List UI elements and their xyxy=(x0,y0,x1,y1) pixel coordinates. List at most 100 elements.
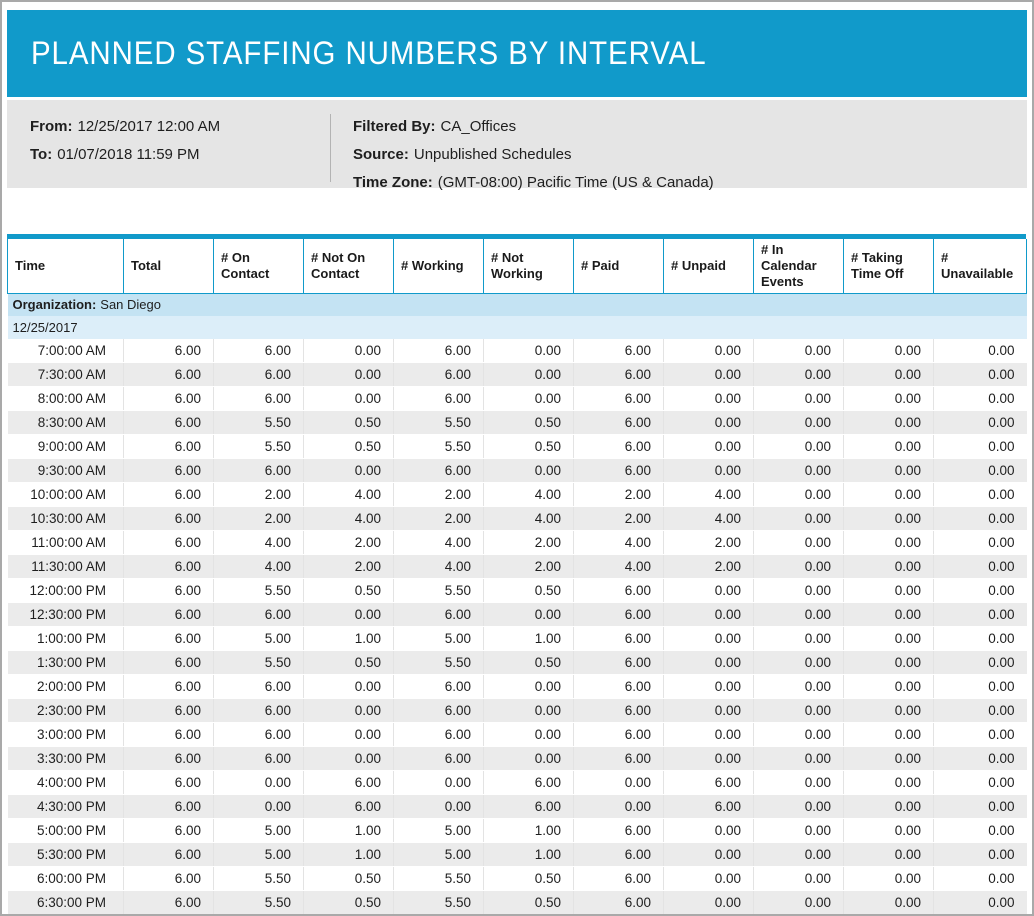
interval-value-cell: 5.50 xyxy=(393,866,484,891)
date-group-cell: 12/25/2017 xyxy=(7,315,1027,339)
interval-value-cell: 6.00 xyxy=(393,362,484,387)
interval-value-cell: 0.00 xyxy=(843,338,934,363)
interval-value-cell: 1.00 xyxy=(303,818,394,843)
interval-value-cell: 0.00 xyxy=(303,458,394,483)
interval-value-cell: 4.00 xyxy=(663,482,754,507)
interval-value-cell: 0.00 xyxy=(843,674,934,699)
interval-value-cell: 0.50 xyxy=(483,890,574,914)
interval-row: 1:00:00 PM 6.00 5.00 1.00 5.00 1.00 6.00 0.00 0.… xyxy=(7,626,1027,651)
interval-value-cell: 0.00 xyxy=(933,818,1027,843)
info-time-zone: Time Zone: (GMT-08:00) Pacific Time (US &… xyxy=(353,169,714,197)
interval-value-cell: 0.00 xyxy=(303,698,394,723)
interval-value-cell: 0.00 xyxy=(933,410,1027,435)
interval-value-cell: 6.00 xyxy=(123,410,214,435)
interval-value-cell: 0.00 xyxy=(483,674,574,699)
interval-value-cell: 0.00 xyxy=(843,818,934,843)
interval-value-cell: 0.00 xyxy=(663,602,754,627)
interval-value-cell: 6.00 xyxy=(213,362,304,387)
interval-value-cell: 0.00 xyxy=(753,578,844,603)
interval-value-cell: 4.00 xyxy=(303,482,394,507)
interval-row: 12:00:00 PM 6.00 5.50 0.50 5.50 0.50 6.00 0.00 0… xyxy=(7,578,1027,603)
interval-row: 6:30:00 PM 6.00 5.50 0.50 5.50 0.50 6.00 0.00 0.… xyxy=(7,890,1027,914)
interval-value-cell: 6.00 xyxy=(213,386,304,411)
interval-value-cell: 0.00 xyxy=(663,674,754,699)
interval-row: 11:30:00 AM 6.00 4.00 2.00 4.00 2.00 4.00 2.00 0… xyxy=(7,554,1027,579)
interval-value-cell: 0.00 xyxy=(843,626,934,651)
interval-value-cell: 6.00 xyxy=(573,722,664,747)
interval-value-cell: 0.00 xyxy=(843,434,934,459)
interval-value-cell: 0.00 xyxy=(933,362,1027,387)
interval-value-cell: 6.00 xyxy=(213,458,304,483)
interval-value-cell: 0.00 xyxy=(573,794,664,819)
interval-value-cell: 0.00 xyxy=(843,770,934,795)
interval-value-cell: 0.00 xyxy=(933,746,1027,771)
interval-time-cell: 1:00:00 PM xyxy=(7,626,124,651)
col-header-total: Total xyxy=(123,239,214,294)
interval-value-cell: 0.00 xyxy=(933,530,1027,555)
date-group-row: 12/25/2017 xyxy=(7,315,1027,339)
interval-value-cell: 4.00 xyxy=(213,530,304,555)
interval-value-cell: 0.00 xyxy=(573,770,664,795)
interval-value-cell: 0.00 xyxy=(933,722,1027,747)
report-info-panel: From: 12/25/2017 12:00 AM To: 01/07/2018 1… xyxy=(7,100,1027,191)
interval-value-cell: 5.50 xyxy=(393,410,484,435)
interval-value-cell: 0.00 xyxy=(303,386,394,411)
to-label: To: xyxy=(30,146,53,163)
interval-value-cell: 6.00 xyxy=(393,674,484,699)
interval-value-cell: 0.50 xyxy=(303,866,394,891)
time-zone-value: (GMT-08:00) Pacific Time (US & Canada) xyxy=(437,174,714,191)
interval-value-cell: 0.00 xyxy=(483,746,574,771)
interval-value-cell: 6.00 xyxy=(573,818,664,843)
interval-row: 5:00:00 PM 6.00 5.00 1.00 5.00 1.00 6.00 0.00 0.… xyxy=(7,818,1027,843)
interval-row: 5:30:00 PM 6.00 5.00 1.00 5.00 1.00 6.00 0.00 0.… xyxy=(7,842,1027,867)
interval-value-cell: 5.00 xyxy=(393,842,484,867)
interval-row: 8:30:00 AM 6.00 5.50 0.50 5.50 0.50 6.00 0.00 0.… xyxy=(7,410,1027,435)
interval-value-cell: 0.50 xyxy=(483,578,574,603)
interval-value-cell: 6.00 xyxy=(123,602,214,627)
info-filters: Filtered By: CA_Offices Source: Unpublishe… xyxy=(331,113,714,191)
info-filtered-by: Filtered By: CA_Offices xyxy=(353,113,714,141)
interval-time-cell: 11:00:00 AM xyxy=(7,530,124,555)
interval-value-cell: 0.00 xyxy=(843,746,934,771)
interval-value-cell: 4.00 xyxy=(483,482,574,507)
interval-value-cell: 6.00 xyxy=(393,722,484,747)
interval-value-cell: 4.00 xyxy=(213,554,304,579)
interval-value-cell: 1.00 xyxy=(483,842,574,867)
interval-value-cell: 0.50 xyxy=(483,434,574,459)
interval-value-cell: 6.00 xyxy=(483,794,574,819)
interval-value-cell: 0.00 xyxy=(663,698,754,723)
interval-value-cell: 5.50 xyxy=(393,890,484,914)
organization-group-cell: Organization: San Diego xyxy=(7,293,1027,316)
interval-value-cell: 2.00 xyxy=(573,506,664,531)
interval-value-cell: 6.00 xyxy=(573,626,664,651)
from-value: 12/25/2017 12:00 AM xyxy=(77,118,221,135)
interval-value-cell: 0.00 xyxy=(843,602,934,627)
interval-value-cell: 0.00 xyxy=(303,722,394,747)
from-label: From: xyxy=(30,118,73,135)
interval-value-cell: 0.00 xyxy=(753,362,844,387)
interval-value-cell: 6.00 xyxy=(123,362,214,387)
interval-time-cell: 5:00:00 PM xyxy=(7,818,124,843)
col-header-unpaid: # Unpaid xyxy=(663,239,754,294)
interval-value-cell: 0.00 xyxy=(303,602,394,627)
interval-time-cell: 10:00:00 AM xyxy=(7,482,124,507)
interval-value-cell: 6.00 xyxy=(123,698,214,723)
interval-value-cell: 6.00 xyxy=(393,386,484,411)
interval-row: 9:30:00 AM 6.00 6.00 0.00 6.00 0.00 6.00 0.00 0.… xyxy=(7,458,1027,483)
interval-value-cell: 0.00 xyxy=(753,842,844,867)
interval-row: 2:30:00 PM 6.00 6.00 0.00 6.00 0.00 6.00 0.00 0.… xyxy=(7,698,1027,723)
interval-time-cell: 7:30:00 AM xyxy=(7,362,124,387)
col-header-not-on-contact: # Not On Contact xyxy=(303,239,394,294)
interval-value-cell: 0.00 xyxy=(753,818,844,843)
interval-value-cell: 0.00 xyxy=(483,458,574,483)
report-title-bar: PLANNED STAFFING NUMBERS BY INTERVAL xyxy=(7,10,1027,97)
interval-value-cell: 0.00 xyxy=(213,794,304,819)
interval-time-cell: 6:30:00 PM xyxy=(7,890,124,914)
interval-value-cell: 0.00 xyxy=(483,362,574,387)
interval-value-cell: 0.00 xyxy=(933,386,1027,411)
interval-value-cell: 6.00 xyxy=(393,458,484,483)
interval-value-cell: 0.00 xyxy=(843,794,934,819)
interval-row: 8:00:00 AM 6.00 6.00 0.00 6.00 0.00 6.00 0.00 0.… xyxy=(7,386,1027,411)
staffing-table-container: Time Total # On Contact # Not On Contact… xyxy=(7,234,1027,914)
interval-value-cell: 0.00 xyxy=(933,554,1027,579)
